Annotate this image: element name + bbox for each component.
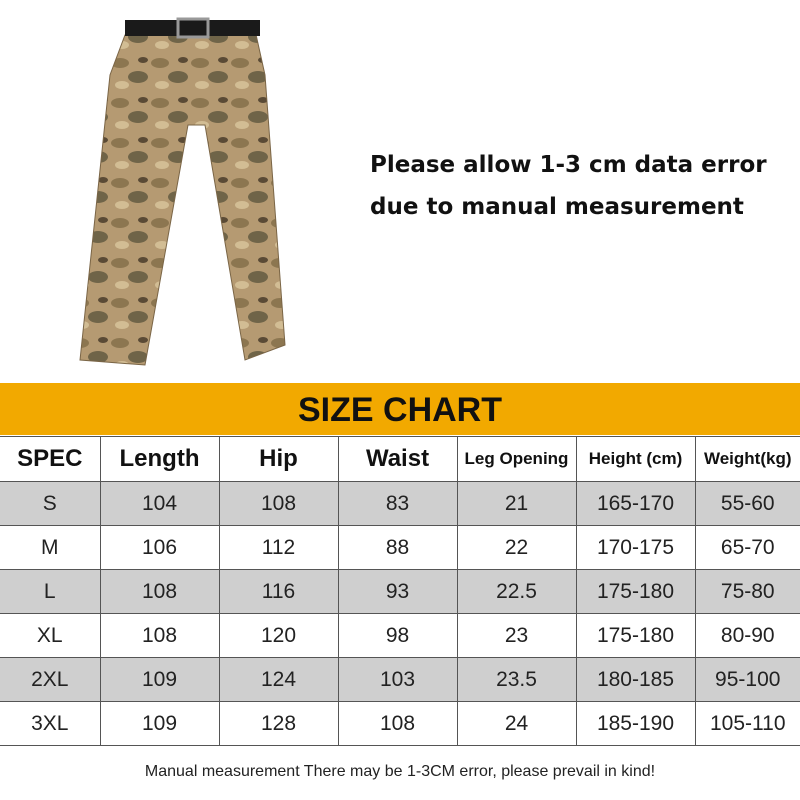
- table-row: 2XL 109 124 103 23.5 180-185 95-100: [0, 657, 800, 702]
- table-row: M 106 112 88 22 170-175 65-70: [0, 525, 800, 570]
- table-cell: 108: [337, 701, 458, 746]
- table-cell: 88: [337, 525, 458, 570]
- size-chart-banner: SIZE CHART: [0, 383, 800, 435]
- table-cell: 116: [218, 569, 339, 614]
- table-cell: 124: [218, 657, 339, 702]
- table-cell: 105-110: [694, 701, 800, 746]
- header-cell: Hip: [218, 436, 339, 482]
- table-cell: 180-185: [575, 657, 696, 702]
- size-table: SPEC Length Hip Waist Leg Opening Height…: [0, 436, 800, 746]
- table-cell: 108: [99, 569, 220, 614]
- table-cell: 103: [337, 657, 458, 702]
- table-cell: 185-190: [575, 701, 696, 746]
- table-row: 3XL 109 128 108 24 185-190 105-110: [0, 701, 800, 746]
- table-cell: M: [0, 525, 101, 570]
- header-cell: SPEC: [0, 436, 101, 482]
- table-cell: 108: [99, 613, 220, 658]
- table-cell: 24: [456, 701, 577, 746]
- table-cell: 93: [337, 569, 458, 614]
- table-cell: 55-60: [694, 481, 800, 526]
- table-cell: 83: [337, 481, 458, 526]
- table-cell: 104: [99, 481, 220, 526]
- table-cell: XL: [0, 613, 101, 658]
- table-cell: 106: [99, 525, 220, 570]
- header-cell: Length: [99, 436, 220, 482]
- table-cell: 108: [218, 481, 339, 526]
- table-cell: 22.5: [456, 569, 577, 614]
- table-cell: 112: [218, 525, 339, 570]
- footer-disclaimer: Manual measurement There may be 1-3CM er…: [144, 763, 656, 780]
- table-cell: 2XL: [0, 657, 101, 702]
- table-cell: 3XL: [0, 701, 101, 746]
- measurement-note-line1: Please allow 1-3 cm data error: [370, 152, 767, 178]
- table-cell: 170-175: [575, 525, 696, 570]
- table-cell: 165-170: [575, 481, 696, 526]
- measurement-note-line2: due to manual measurement: [370, 194, 744, 220]
- table-row: XL 108 120 98 23 175-180 80-90: [0, 613, 800, 658]
- table-cell: 175-180: [575, 569, 696, 614]
- table-row: L 108 116 93 22.5 175-180 75-80: [0, 569, 800, 614]
- table-cell: 109: [99, 657, 220, 702]
- table-cell: 98: [337, 613, 458, 658]
- table-cell: L: [0, 569, 101, 614]
- header-cell: Leg Opening: [456, 436, 577, 482]
- table-header-row: SPEC Length Hip Waist Leg Opening Height…: [0, 436, 800, 482]
- table-cell: 22: [456, 525, 577, 570]
- table-cell: 128: [218, 701, 339, 746]
- table-cell: 120: [218, 613, 339, 658]
- table-cell: 21: [456, 481, 577, 526]
- table-cell: S: [0, 481, 101, 526]
- camo-pants-image: [79, 17, 286, 366]
- header-cell: Height (cm): [575, 436, 696, 482]
- table-cell: 175-180: [575, 613, 696, 658]
- table-cell: 75-80: [694, 569, 800, 614]
- table-cell: 23.5: [456, 657, 577, 702]
- header-cell: Waist: [337, 436, 458, 482]
- table-cell: 65-70: [694, 525, 800, 570]
- table-cell: 95-100: [694, 657, 800, 702]
- table-cell: 80-90: [694, 613, 800, 658]
- table-cell: 23: [456, 613, 577, 658]
- table-row: S 104 108 83 21 165-170 55-60: [0, 481, 800, 526]
- header-cell: Weight(kg): [694, 436, 800, 482]
- table-cell: 109: [99, 701, 220, 746]
